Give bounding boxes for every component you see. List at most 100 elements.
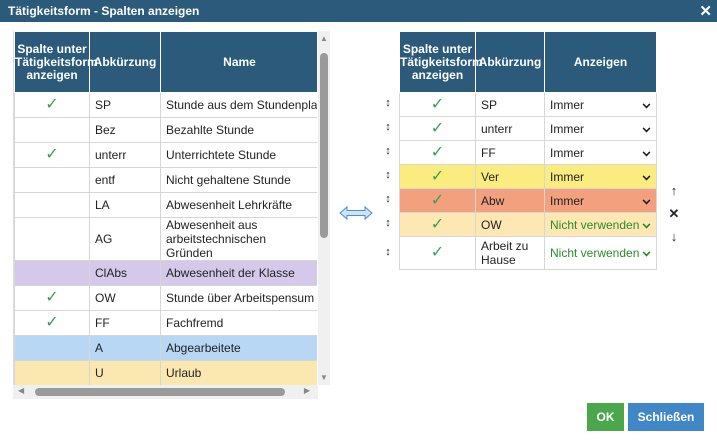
- table-row[interactable]: AG Abwesenheit aus arbeitstechnischen Grü…: [14, 217, 317, 261]
- abbreviation-cell: OW: [89, 285, 161, 311]
- display-select[interactable]: Nicht verwenden: [544, 236, 657, 270]
- abbreviation-cell: Arbeit zu Hause: [475, 236, 545, 270]
- table-row[interactable]: LA Abwesenheit Lehrkräfte: [14, 192, 317, 218]
- table-row[interactable]: ✓ OW Stunde über Arbeitspensum: [14, 285, 317, 311]
- name-cell: Abwesenheit aus arbeitstechnischen Gründ…: [160, 217, 317, 261]
- table-row[interactable]: entf Nicht gehaltene Stunde: [14, 167, 317, 193]
- scroll-up-icon[interactable]: ▲: [320, 34, 328, 43]
- table-row[interactable]: ClAbs Abwesenheit der Klasse: [14, 260, 317, 286]
- header-name[interactable]: Name: [160, 31, 317, 93]
- checkmark-icon: ✓: [430, 143, 445, 161]
- table-row[interactable]: ✓ Abw Immer: [399, 188, 657, 213]
- name-cell: Bezahlte Stunde: [160, 117, 317, 143]
- display-select-value: Immer: [550, 97, 584, 112]
- drag-handle-icon[interactable]: ↕: [385, 193, 391, 205]
- show-checkbox[interactable]: ✓: [14, 285, 90, 311]
- show-checkbox[interactable]: [14, 217, 90, 261]
- header-show-column[interactable]: Spalte unter Tätigkeitsform anzeigen: [14, 31, 98, 93]
- display-select-value: Immer: [550, 121, 584, 136]
- abbreviation-cell: unterr: [475, 116, 545, 141]
- shown-columns-table: Spalte unter Tätigkeitsform anzeigen Abk…: [399, 31, 657, 270]
- header-abbreviation[interactable]: Abkürzung: [89, 31, 161, 93]
- ok-button[interactable]: OK: [587, 403, 624, 431]
- show-checkbox[interactable]: [14, 335, 90, 361]
- display-select[interactable]: Immer: [544, 92, 657, 117]
- scroll-right-icon[interactable]: ▶: [303, 386, 310, 395]
- header-abbreviation[interactable]: Abkürzung: [475, 31, 545, 93]
- chevron-down-icon[interactable]: [642, 100, 651, 108]
- show-checkbox[interactable]: ✓: [14, 310, 90, 336]
- checkmark-icon: ✓: [45, 96, 59, 113]
- chevron-down-icon[interactable]: [642, 220, 651, 228]
- table-row[interactable]: ✓ FF Fachfremd: [14, 310, 317, 336]
- close-button[interactable]: Schließen: [628, 403, 704, 431]
- show-checkbox[interactable]: ✓: [399, 92, 476, 117]
- abbreviation-cell: entf: [89, 167, 161, 193]
- show-checkbox[interactable]: ✓: [14, 92, 90, 118]
- table-row[interactable]: ✓ OW Nicht verwenden: [399, 212, 657, 237]
- move-up-icon[interactable]: ↑: [670, 183, 678, 198]
- show-checkbox[interactable]: [14, 260, 90, 286]
- name-cell: Abwesenheit der Klasse: [160, 260, 317, 286]
- drag-handle-icon[interactable]: ↕: [385, 121, 391, 133]
- abbreviation-cell: Bez: [89, 117, 161, 143]
- chevron-down-icon[interactable]: [642, 172, 651, 180]
- table-row[interactable]: ✓ SP Stunde aus dem Stundenplan: [14, 92, 317, 118]
- close-icon[interactable]: ✕: [699, 3, 712, 20]
- display-select[interactable]: Nicht verwenden: [544, 212, 657, 237]
- show-checkbox[interactable]: [14, 167, 90, 193]
- drag-handle-icon[interactable]: ↕: [385, 97, 391, 109]
- table-row[interactable]: ✓ SP Immer: [399, 92, 657, 117]
- drag-handle-icon[interactable]: ↕: [385, 169, 391, 181]
- remove-icon[interactable]: ✕: [668, 206, 680, 221]
- abbreviation-cell: OW: [475, 212, 545, 237]
- scroll-down-icon[interactable]: ▼: [320, 373, 328, 382]
- show-checkbox[interactable]: [14, 360, 90, 385]
- chevron-down-icon[interactable]: [642, 124, 651, 132]
- table-row[interactable]: Bez Bezahlte Stunde: [14, 117, 317, 143]
- display-select[interactable]: Immer: [544, 164, 657, 189]
- drag-handle-icon[interactable]: ↕: [385, 245, 391, 258]
- checkmark-icon: ✓: [430, 191, 445, 209]
- table-row[interactable]: U Urlaub: [14, 360, 317, 385]
- name-cell: Stunde über Arbeitspensum: [160, 285, 317, 311]
- table-row[interactable]: ✓ Ver Immer: [399, 164, 657, 189]
- show-checkbox[interactable]: ✓: [14, 142, 90, 168]
- abbreviation-cell: AG: [89, 217, 161, 261]
- show-checkbox[interactable]: [14, 192, 90, 218]
- show-checkbox[interactable]: [14, 117, 90, 143]
- move-down-icon[interactable]: ↓: [670, 229, 678, 244]
- abbreviation-cell: SP: [475, 92, 545, 117]
- chevron-down-icon[interactable]: [642, 148, 651, 156]
- abbreviation-cell: A: [89, 335, 161, 361]
- vertical-scroll-thumb[interactable]: [320, 53, 328, 238]
- show-checkbox[interactable]: ✓: [399, 212, 476, 237]
- table-row[interactable]: ✓ FF Immer: [399, 140, 657, 165]
- chevron-down-icon[interactable]: [642, 248, 651, 257]
- shown-columns-panel: Spalte unter Tätigkeitsform anzeigen Abk…: [399, 31, 657, 270]
- swap-arrow-icon[interactable]: [339, 205, 373, 221]
- display-select[interactable]: Immer: [544, 116, 657, 141]
- table-row[interactable]: A Abgearbeitete: [14, 335, 317, 361]
- display-select[interactable]: Immer: [544, 140, 657, 165]
- header-show-column[interactable]: Spalte unter Tätigkeitsform anzeigen: [399, 31, 483, 93]
- show-checkbox[interactable]: ✓: [399, 116, 476, 141]
- drag-handle-icon[interactable]: ↕: [385, 217, 391, 229]
- header-display[interactable]: Anzeigen: [544, 31, 657, 93]
- table-row[interactable]: ✓ unterr Unterrichtete Stunde: [14, 142, 317, 168]
- show-checkbox[interactable]: ✓: [399, 140, 476, 165]
- horizontal-scrollbar[interactable]: ◀ ▶: [13, 385, 318, 399]
- display-select-value: Immer: [550, 169, 584, 184]
- display-select[interactable]: Immer: [544, 188, 657, 213]
- show-checkbox[interactable]: ✓: [399, 188, 476, 213]
- show-checkbox[interactable]: ✓: [399, 164, 476, 189]
- table-row[interactable]: ✓ Arbeit zu Hause Nicht verwenden: [399, 236, 657, 270]
- horizontal-scroll-thumb[interactable]: [35, 388, 285, 396]
- drag-handle-icon[interactable]: ↕: [385, 145, 391, 157]
- table-row[interactable]: ✓ unterr Immer: [399, 116, 657, 141]
- show-checkbox[interactable]: ✓: [399, 236, 476, 270]
- chevron-down-icon[interactable]: [642, 196, 651, 204]
- abbreviation-cell: unterr: [89, 142, 161, 168]
- scroll-left-icon[interactable]: ◀: [18, 386, 25, 395]
- vertical-scrollbar[interactable]: ▲ ▼: [318, 31, 330, 385]
